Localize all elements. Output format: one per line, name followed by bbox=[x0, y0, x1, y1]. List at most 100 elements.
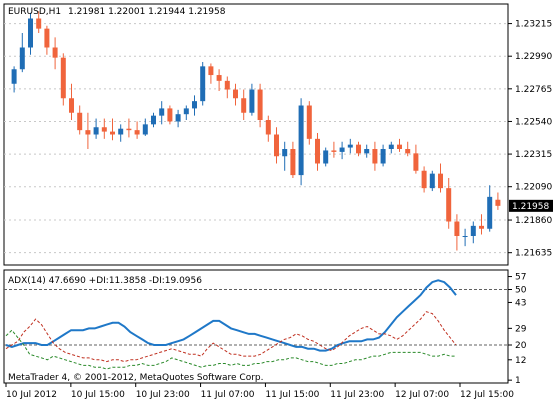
candle-body bbox=[421, 170, 427, 189]
candle-body bbox=[397, 144, 402, 149]
time-tick-label: 12 Jul 15:00 bbox=[460, 390, 514, 400]
candle-body bbox=[347, 144, 353, 148]
candle-body bbox=[388, 144, 394, 149]
candle-body bbox=[446, 188, 452, 222]
candle-body bbox=[306, 105, 312, 139]
candle-body bbox=[364, 149, 370, 154]
candle-body bbox=[495, 199, 501, 206]
candle-body bbox=[356, 144, 361, 154]
candle-body bbox=[298, 105, 304, 176]
candle-body bbox=[192, 101, 197, 109]
candle-body bbox=[126, 128, 132, 131]
candle-body bbox=[257, 89, 263, 120]
price-tick-label: 1.21860 bbox=[515, 216, 552, 226]
copyright-label: MetaTrader 4, © 2001-2012, MetaQuotes So… bbox=[8, 373, 264, 383]
price-tick-label: 1.22990 bbox=[515, 52, 552, 62]
indicator-tick-label: 20 bbox=[515, 341, 527, 351]
price-candles bbox=[11, 11, 501, 251]
candle-body bbox=[142, 124, 148, 135]
indicator-tick-label: 29 bbox=[515, 324, 527, 334]
price-tick-label: 1.22765 bbox=[515, 85, 552, 95]
time-tick-label: 11 Jul 23:00 bbox=[330, 390, 384, 400]
candle-body bbox=[290, 149, 296, 176]
indicator-line-minusdi bbox=[5, 311, 457, 363]
price-tick-label: 1.21635 bbox=[515, 249, 552, 259]
indicator-tick-label: 12 bbox=[515, 356, 526, 366]
price-y-axis: 1.23215 1.22990 1.22765 1.22540 1.22315 1.220… bbox=[508, 20, 553, 259]
candle-body bbox=[167, 108, 173, 122]
candle-body bbox=[93, 127, 99, 135]
candle-body bbox=[151, 115, 156, 125]
price-tick-label: 1.22540 bbox=[515, 117, 552, 127]
time-tick-label: 10 Jul 23:00 bbox=[136, 390, 190, 400]
candle-body bbox=[429, 173, 435, 189]
candle-body bbox=[479, 225, 484, 229]
ohlc-values: 1.21981 1.22001 1.21944 1.21958 bbox=[68, 7, 226, 17]
candle-body bbox=[11, 69, 17, 84]
candle-body bbox=[19, 47, 25, 70]
candle-body bbox=[101, 127, 107, 132]
candle-body bbox=[60, 57, 66, 99]
candle-body bbox=[36, 18, 42, 29]
candle-body bbox=[438, 173, 443, 189]
candle-body bbox=[183, 108, 189, 115]
candle-body bbox=[224, 80, 230, 90]
indicator-tick-label: 43 bbox=[515, 298, 526, 308]
candle-body bbox=[405, 149, 411, 154]
time-tick-label: 10 Jul 2012 bbox=[6, 390, 57, 400]
time-tick-label: 12 Jul 07:00 bbox=[395, 390, 449, 400]
time-axis: 10 Jul 2012 10 Jul 15:00 10 Jul 23:00 11 Ju… bbox=[5, 383, 514, 400]
time-tick-label: 11 Jul 15:00 bbox=[265, 390, 319, 400]
indicator-lines bbox=[5, 279, 457, 370]
candle-body bbox=[265, 120, 271, 135]
price-grid bbox=[4, 23, 508, 254]
candle-body bbox=[85, 130, 91, 135]
indicator-panel[interactable] bbox=[3, 269, 509, 384]
price-tick-label: 1.23215 bbox=[515, 20, 552, 30]
candle-body bbox=[110, 131, 115, 135]
candle-body bbox=[454, 221, 460, 236]
candle-body bbox=[339, 147, 345, 152]
indicator-tick-label: 1 bbox=[515, 376, 521, 386]
candle-body bbox=[52, 47, 58, 58]
indicator-tick-label: 50 bbox=[515, 286, 527, 296]
candle-body bbox=[241, 98, 247, 113]
candle-body bbox=[233, 89, 238, 99]
symbol-label: EURUSD,H1 bbox=[8, 7, 61, 17]
time-tick-label: 11 Jul 07:00 bbox=[201, 390, 255, 400]
candle-body bbox=[323, 150, 329, 164]
indicator-line-plusdi bbox=[5, 329, 456, 370]
candle-body bbox=[282, 149, 288, 157]
candle-body bbox=[216, 75, 222, 81]
candle-body bbox=[77, 112, 83, 131]
candle-body bbox=[208, 66, 214, 76]
indicator-tick-label: 57 bbox=[515, 273, 526, 283]
candle-body bbox=[44, 28, 50, 48]
candle-body bbox=[249, 89, 255, 113]
candle-body bbox=[462, 236, 468, 237]
price-tick-label: 1.22090 bbox=[515, 183, 552, 193]
candle-body bbox=[118, 128, 124, 135]
indicator-y-axis: 57 50 43 29 20 12 1 bbox=[508, 273, 527, 386]
candle-body bbox=[372, 149, 378, 164]
indicator-line-adx bbox=[5, 279, 457, 352]
candle-body bbox=[470, 225, 476, 236]
time-tick-label: 10 Jul 15:00 bbox=[71, 390, 125, 400]
current-price-box bbox=[509, 199, 553, 212]
candle-body bbox=[200, 66, 206, 102]
price-tick-label: 1.22315 bbox=[515, 150, 552, 160]
candle-body bbox=[487, 196, 493, 229]
candle-body bbox=[274, 134, 279, 157]
current-price-label: 1.21958 bbox=[512, 202, 549, 212]
candle-body bbox=[331, 150, 337, 152]
candle-body bbox=[175, 114, 181, 122]
indicator-label: ADX(14) 47.6690 +DI:11.3858 -DI:19.0956 bbox=[8, 276, 202, 286]
candle-body bbox=[28, 18, 33, 48]
candle-body bbox=[159, 108, 165, 116]
candle-body bbox=[134, 130, 140, 135]
candle-body bbox=[315, 138, 320, 164]
candle-body bbox=[413, 153, 419, 171]
candle-body bbox=[380, 149, 386, 164]
candle-body bbox=[69, 98, 74, 113]
